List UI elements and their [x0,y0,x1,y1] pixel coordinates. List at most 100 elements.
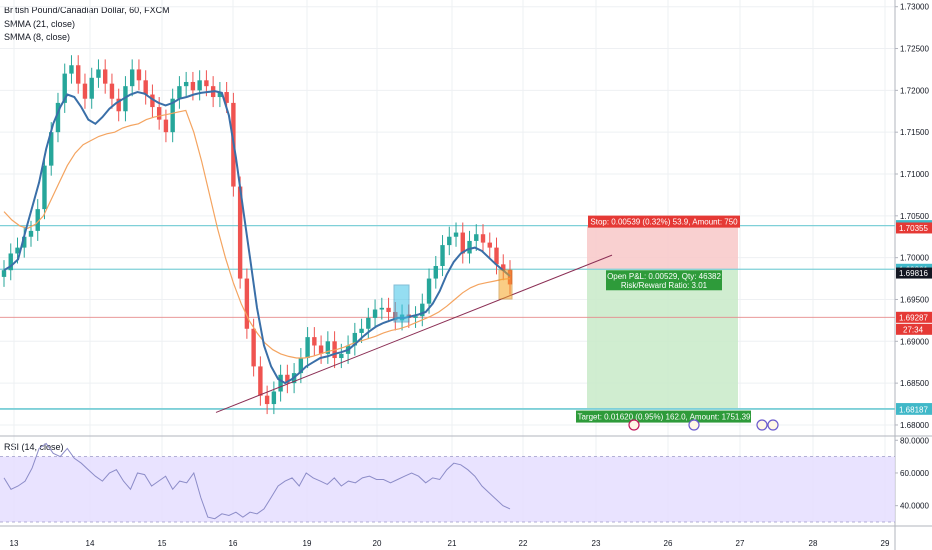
candle-body [285,374,290,384]
price-marker-label: 1.70355 [899,224,928,233]
time-tick-label: 28 [809,539,818,548]
stop-label: Stop: 0.00539 (0.32%) 53.9, Amount: 750 [590,218,738,227]
rsi-band [0,456,895,522]
candle-body [116,98,121,112]
event-icon [628,419,640,431]
candle-body [305,337,310,359]
candle-body [480,234,486,243]
candle-body [366,317,371,329]
candle-body [55,102,61,133]
candle-body [494,247,499,265]
time-tick-label: 14 [86,539,95,548]
candle-body [35,209,40,231]
countdown-label: 27:34 [903,325,924,334]
candle-body [339,353,344,359]
countdown-bg [896,323,932,335]
price-tick-label: 1.73000 [900,3,929,12]
candle-body [15,247,20,254]
candle-body [150,94,155,108]
legend-smma21[interactable]: SMMA (21, close) [4,19,76,29]
rsi-tick-label: 60.0000 [900,469,929,478]
price-tick-label: 1.71500 [900,128,929,137]
time-tick-label: 13 [10,539,19,548]
candle-body [237,186,243,279]
price-marker-bg [896,267,932,279]
highlight-box-orange [498,269,513,300]
candle-body [318,345,324,354]
candle-body [76,65,81,84]
candle-body [413,316,418,318]
price-tick-label: 1.70000 [900,254,929,263]
candle-body [123,86,128,112]
highlight-box-blue [393,284,410,323]
candle-body [22,236,27,248]
candle-body [372,309,378,318]
event-icon [756,419,768,431]
time-tick-label: 26 [664,539,673,548]
candle-body [359,328,364,333]
candle-body [264,395,270,405]
price-marker-bg [896,222,932,234]
price-marker-label: 1.69287 [899,313,928,322]
price-marker: 1.69816 [896,267,932,279]
time-tick-label: 16 [229,539,238,548]
candle-body [447,236,452,246]
legend-rsi[interactable]: RSI (14, close) [4,442,64,452]
stop-zone [587,225,738,270]
candles [1,55,513,415]
candle-body [103,69,108,84]
rsi-line [3,442,511,520]
candle-body [109,83,115,99]
candle-body [379,307,385,310]
price-marker-bg [896,311,932,323]
price-tick-label: 1.72500 [900,45,929,54]
candle-body [474,234,479,241]
price-marker: 1.69287 [896,311,932,323]
smma8-line [3,90,511,385]
candle-body [501,264,506,271]
candle-body [156,107,162,120]
price-marker-label: 1.69816 [899,269,928,278]
price-axis: 1.73000 1.72500 1.72000 1.71500 1.71000 1.705… [895,3,929,430]
candle-body [1,270,7,277]
candle-body [426,278,432,304]
legend-smma8[interactable]: SMMA (8, close) [4,32,71,42]
trendline [215,254,613,413]
price-marker: 1.68187 [896,403,932,415]
event-icon [767,419,779,431]
candle-body [42,165,47,210]
price-tick-label: 1.71000 [900,170,929,179]
candle-body [386,307,391,313]
candle-body [312,337,317,346]
time-tick-label: 20 [373,539,382,548]
candle-body [197,80,202,91]
candle-body [487,242,492,248]
target-label: Target: 0.01620 (0.95%) 162.0, Amount: 1… [577,413,751,422]
target-label-bg [576,410,751,423]
candle-body [217,92,223,98]
candle-body [440,245,445,267]
price-tick-label: 1.69500 [900,295,929,304]
legend-symbol[interactable]: British Pound/Canadian Dollar, 60, FXCM [4,5,170,15]
candle-body [352,332,358,346]
time-tick-label: 22 [519,539,528,548]
candle-body [62,73,67,103]
candle-body [28,230,34,237]
price-marker-label: 1.68187 [899,405,928,414]
candle-body [69,65,74,74]
time-tick-label: 15 [158,539,167,548]
time-tick-label: 29 [881,539,890,548]
candle-body [460,232,465,254]
rsi-tick-label: 40.0000 [900,502,929,511]
rsi-axis: 80.0000 60.0000 40.0000 [895,436,929,511]
candle-body [244,278,250,329]
rsi-tick-label: 80.0000 [900,436,929,445]
price-tick-label: 1.68500 [900,379,929,388]
candle-body [82,83,88,99]
time-tick-label: 19 [303,539,312,548]
price-marker: 1.70355 [896,222,932,234]
event-icon [688,419,700,431]
candle-body [190,81,196,91]
candle-body [129,69,135,87]
